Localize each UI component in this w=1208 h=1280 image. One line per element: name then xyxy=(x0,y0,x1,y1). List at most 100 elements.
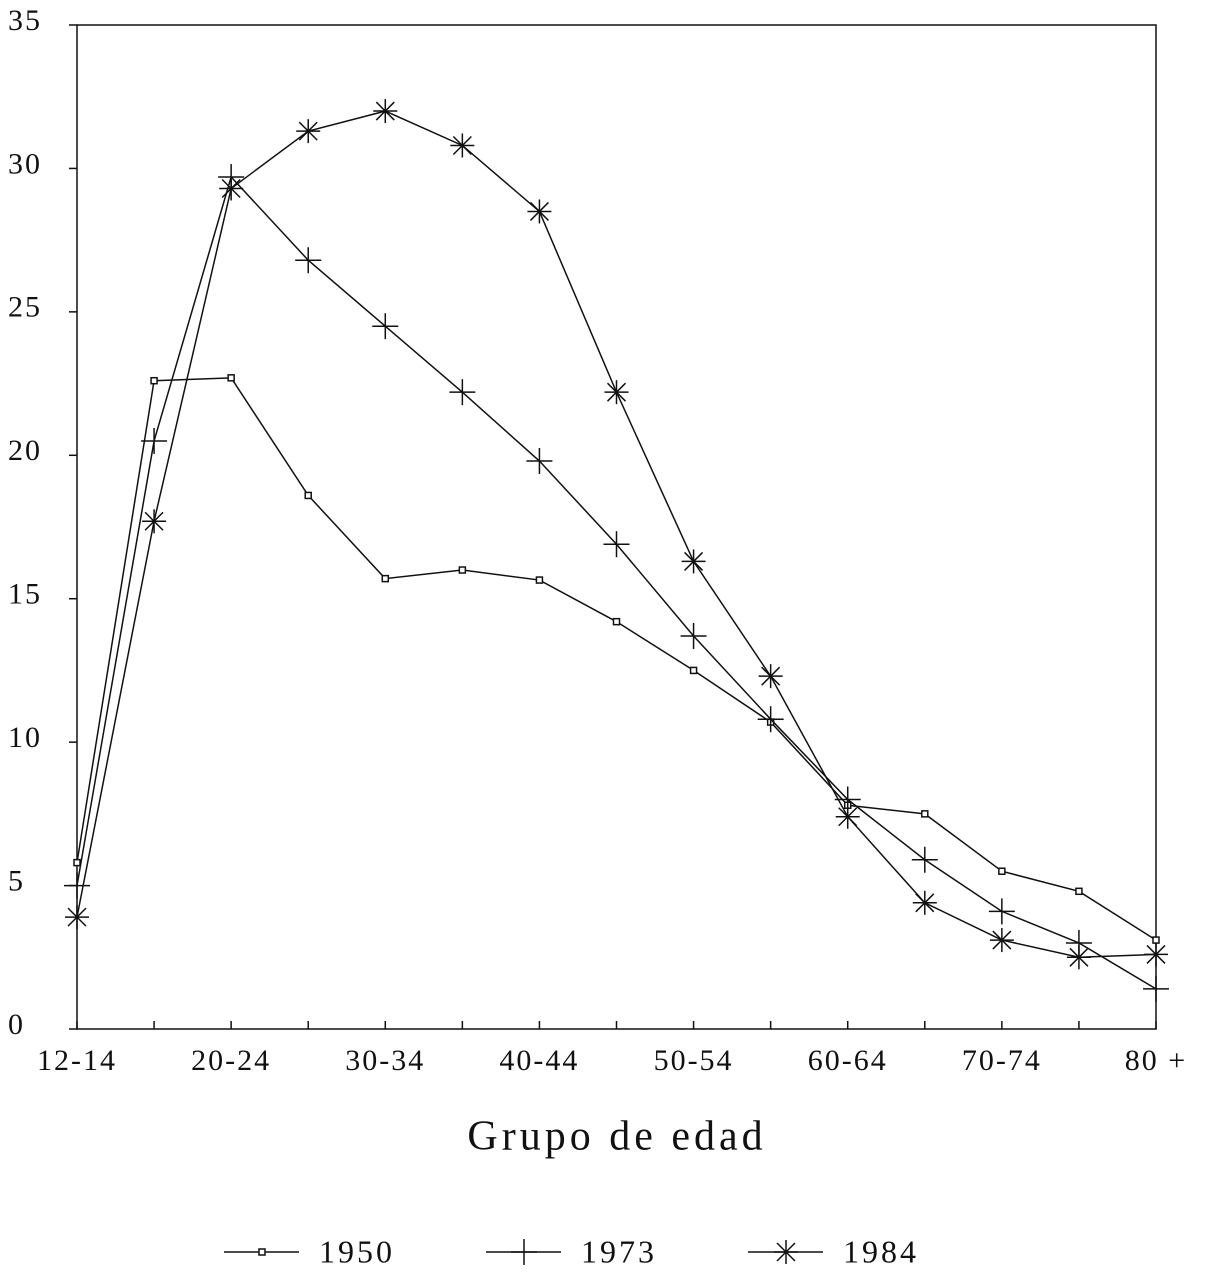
marker xyxy=(535,576,544,584)
marker-square xyxy=(921,810,929,818)
marker xyxy=(304,491,312,500)
x-tick-label: 50-54 xyxy=(654,1044,734,1077)
marker-square xyxy=(381,574,390,583)
marker-stroke xyxy=(1069,947,1089,967)
marker xyxy=(526,448,553,475)
marker xyxy=(295,247,322,274)
x-tick-label: 30-34 xyxy=(345,1044,425,1077)
marker-square xyxy=(150,376,158,385)
y-tick-label: 15 xyxy=(8,578,42,611)
marker-square xyxy=(258,1248,266,1256)
marker-stroke xyxy=(776,1242,796,1262)
marker-stroke xyxy=(1146,944,1166,964)
x-tick-label: 60-64 xyxy=(808,1044,888,1077)
marker xyxy=(988,898,1015,925)
marker xyxy=(680,623,707,650)
x-tick-label: 40-44 xyxy=(499,1044,579,1077)
marker-square xyxy=(227,374,235,382)
legend-item: 1984 xyxy=(748,1233,919,1269)
marker xyxy=(141,427,168,454)
marker-square xyxy=(1075,887,1083,896)
marker xyxy=(921,810,929,818)
marker xyxy=(1144,942,1168,967)
marker-stroke xyxy=(606,382,627,402)
marker xyxy=(689,666,698,675)
marker-square xyxy=(1152,936,1160,944)
marker xyxy=(1066,945,1091,970)
y-tick-label: 20 xyxy=(8,434,42,467)
marker xyxy=(757,706,784,733)
marker xyxy=(372,313,399,340)
marker xyxy=(1143,975,1169,1002)
legend-item: 1950 xyxy=(224,1233,395,1269)
y-tick-label: 30 xyxy=(8,147,42,180)
y-tick-label: 10 xyxy=(8,721,42,754)
marker-stroke xyxy=(144,511,164,531)
marker xyxy=(373,99,398,124)
series-line xyxy=(76,377,1157,941)
marker xyxy=(774,1240,798,1264)
marker xyxy=(458,566,467,574)
legend-item: 1973 xyxy=(486,1233,657,1269)
marker xyxy=(296,119,321,144)
marker xyxy=(219,176,244,201)
marker xyxy=(835,804,860,829)
marker xyxy=(998,867,1006,875)
marker-square xyxy=(535,576,544,584)
marker-stroke xyxy=(915,893,935,913)
marker-stroke xyxy=(298,121,318,141)
x-axis-title: Grupo de edad xyxy=(467,1114,766,1160)
marker xyxy=(450,133,475,158)
marker xyxy=(527,199,552,224)
marker xyxy=(150,376,158,385)
marker xyxy=(912,890,937,915)
legend-text: 1950 xyxy=(319,1233,395,1269)
marker xyxy=(758,664,783,689)
marker-stroke xyxy=(992,930,1012,950)
marker xyxy=(911,846,938,873)
plot-frame xyxy=(76,24,1157,1030)
marker xyxy=(65,905,89,930)
x-tick-label: 20-24 xyxy=(191,1044,271,1077)
marker xyxy=(142,509,167,534)
marker xyxy=(612,617,621,626)
y-tick-label: 25 xyxy=(8,291,42,324)
y-tick-label: 0 xyxy=(8,1008,25,1041)
marker-square xyxy=(612,617,621,626)
marker xyxy=(381,574,390,583)
marker xyxy=(989,928,1014,953)
marker xyxy=(449,379,476,406)
marker-stroke xyxy=(684,551,704,571)
marker-square xyxy=(458,566,467,574)
marker-stroke xyxy=(375,101,395,121)
marker-stroke xyxy=(452,135,472,156)
marker xyxy=(681,549,706,574)
marker xyxy=(1075,887,1083,896)
marker-stroke xyxy=(838,807,858,827)
series-line xyxy=(76,175,1157,990)
marker-stroke xyxy=(67,907,87,927)
legend-text: 1984 xyxy=(843,1233,919,1269)
marker-stroke xyxy=(761,666,781,686)
y-tick-label: 5 xyxy=(8,864,25,897)
marker xyxy=(73,858,81,867)
x-tick-label: 70-74 xyxy=(962,1044,1042,1077)
marker xyxy=(603,531,630,558)
marker-square xyxy=(73,858,81,867)
marker xyxy=(511,1239,537,1265)
marker-stroke xyxy=(529,201,549,221)
marker-square xyxy=(689,666,698,675)
legend-text: 1973 xyxy=(581,1233,657,1269)
marker xyxy=(258,1248,266,1256)
marker xyxy=(604,380,629,405)
x-tick-label: 80 + xyxy=(1125,1044,1187,1077)
y-tick-label: 35 xyxy=(8,4,42,37)
marker xyxy=(64,872,90,899)
marker xyxy=(1152,936,1160,944)
x-tick-label: 12-14 xyxy=(37,1044,117,1077)
marker xyxy=(227,374,235,382)
marker-square xyxy=(998,867,1006,875)
marker-stroke xyxy=(221,178,241,199)
marker-square xyxy=(304,491,312,500)
